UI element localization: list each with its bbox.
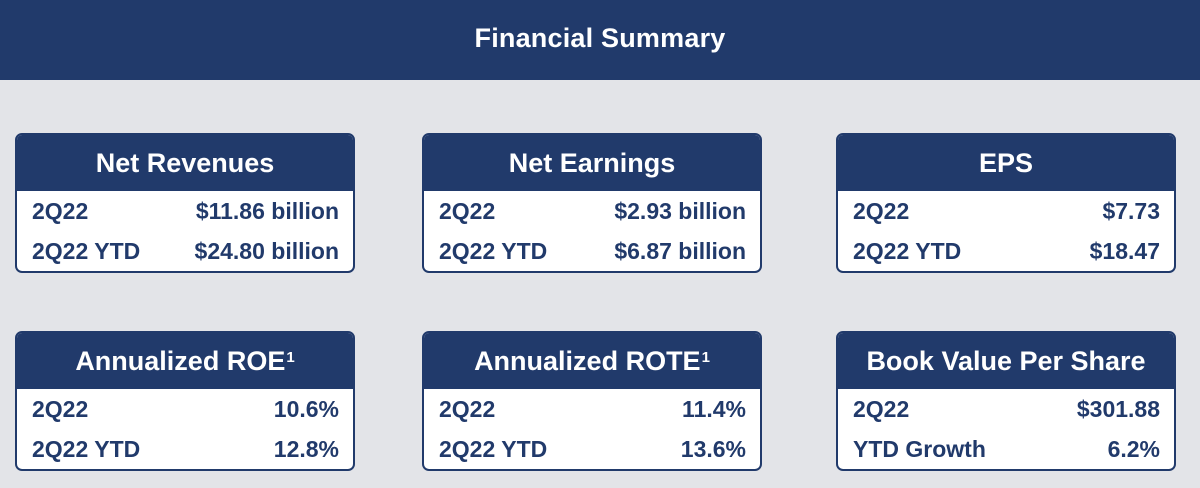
table-row: 2Q22 YTD $24.80 billion [32,231,339,271]
card-rows: 2Q22 10.6% 2Q22 YTD 12.8% [17,389,353,469]
row-label: 2Q22 YTD [32,435,141,462]
row-label: 2Q22 [853,395,910,422]
row-label: 2Q22 [853,197,910,224]
table-row: 2Q22 YTD 13.6% [439,429,746,469]
row-value: $6.87 billion [614,237,746,264]
card-title: Net Earnings [424,135,760,191]
row-value: 10.6% [273,395,339,422]
row-value: 13.6% [680,435,746,462]
card-title-text: Net Revenues [95,147,275,178]
row-label: 2Q22 [32,395,89,422]
table-row: 2Q22 YTD 12.8% [32,429,339,469]
card-eps: EPS 2Q22 $7.73 2Q22 YTD $18.47 [836,133,1176,273]
card-rows: 2Q22 $7.73 2Q22 YTD $18.47 [838,191,1174,271]
table-row: 2Q22 $2.93 billion [439,191,746,231]
table-row: 2Q22 10.6% [32,389,339,429]
card-title-text: Annualized ROTE [474,345,701,376]
row-value: $18.47 [1089,237,1160,264]
row-value: 11.4% [682,395,746,422]
card-title: Book Value Per Share [838,333,1174,389]
row-value: 6.2% [1107,435,1160,462]
table-row: YTD Growth 6.2% [853,429,1160,469]
table-row: 2Q22 $7.73 [853,191,1160,231]
table-row: 2Q22 11.4% [439,389,746,429]
row-label: 2Q22 [439,395,496,422]
card-annualized-rote: Annualized ROTE 1 2Q22 11.4% 2Q22 YTD 13.… [422,331,762,471]
row-label: 2Q22 [439,197,496,224]
row-value: $7.73 [1102,197,1160,224]
card-title-text: Book Value Per Share [866,345,1146,376]
row-label: 2Q22 [32,197,89,224]
card-title: Annualized ROTE 1 [424,333,760,389]
card-title-text: Net Earnings [508,147,676,178]
footnote-marker: 1 [286,348,295,366]
card-net-revenues: Net Revenues 2Q22 $11.86 billion 2Q22 YT… [15,133,355,273]
row-value: 12.8% [273,435,339,462]
row-label: YTD Growth [853,435,986,462]
header-banner: Financial Summary [0,0,1200,80]
card-annualized-roe: Annualized ROE 1 2Q22 10.6% 2Q22 YTD 12.8… [15,331,355,471]
row-value: $11.86 billion [195,197,339,224]
footnote-marker: 1 [701,348,710,366]
card-title: Net Revenues [17,135,353,191]
card-title: Annualized ROE 1 [17,333,353,389]
card-title-text: Annualized ROE [75,345,286,376]
card-book-value-per-share: Book Value Per Share 2Q22 $301.88 YTD Gr… [836,331,1176,471]
page-title: Financial Summary [474,22,726,53]
table-row: 2Q22 YTD $18.47 [853,231,1160,271]
card-title: EPS [838,135,1174,191]
row-label: 2Q22 YTD [439,435,548,462]
table-row: 2Q22 $301.88 [853,389,1160,429]
row-label: 2Q22 YTD [439,237,548,264]
card-title-text: EPS [978,147,1034,178]
row-value: $2.93 billion [614,197,746,224]
card-rows: 2Q22 11.4% 2Q22 YTD 13.6% [424,389,760,469]
table-row: 2Q22 YTD $6.87 billion [439,231,746,271]
row-value: $24.80 billion [194,237,339,264]
card-rows: 2Q22 $301.88 YTD Growth 6.2% [838,389,1174,469]
card-net-earnings: Net Earnings 2Q22 $2.93 billion 2Q22 YTD… [422,133,762,273]
card-rows: 2Q22 $11.86 billion 2Q22 YTD $24.80 bill… [17,191,353,271]
row-value: $301.88 [1076,395,1160,422]
table-row: 2Q22 $11.86 billion [32,191,339,231]
row-label: 2Q22 YTD [853,237,962,264]
card-rows: 2Q22 $2.93 billion 2Q22 YTD $6.87 billio… [424,191,760,271]
row-label: 2Q22 YTD [32,237,141,264]
